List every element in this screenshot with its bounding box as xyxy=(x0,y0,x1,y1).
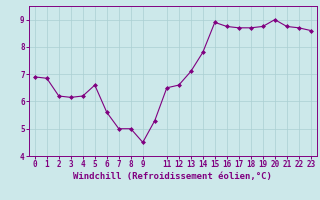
X-axis label: Windchill (Refroidissement éolien,°C): Windchill (Refroidissement éolien,°C) xyxy=(73,172,272,181)
